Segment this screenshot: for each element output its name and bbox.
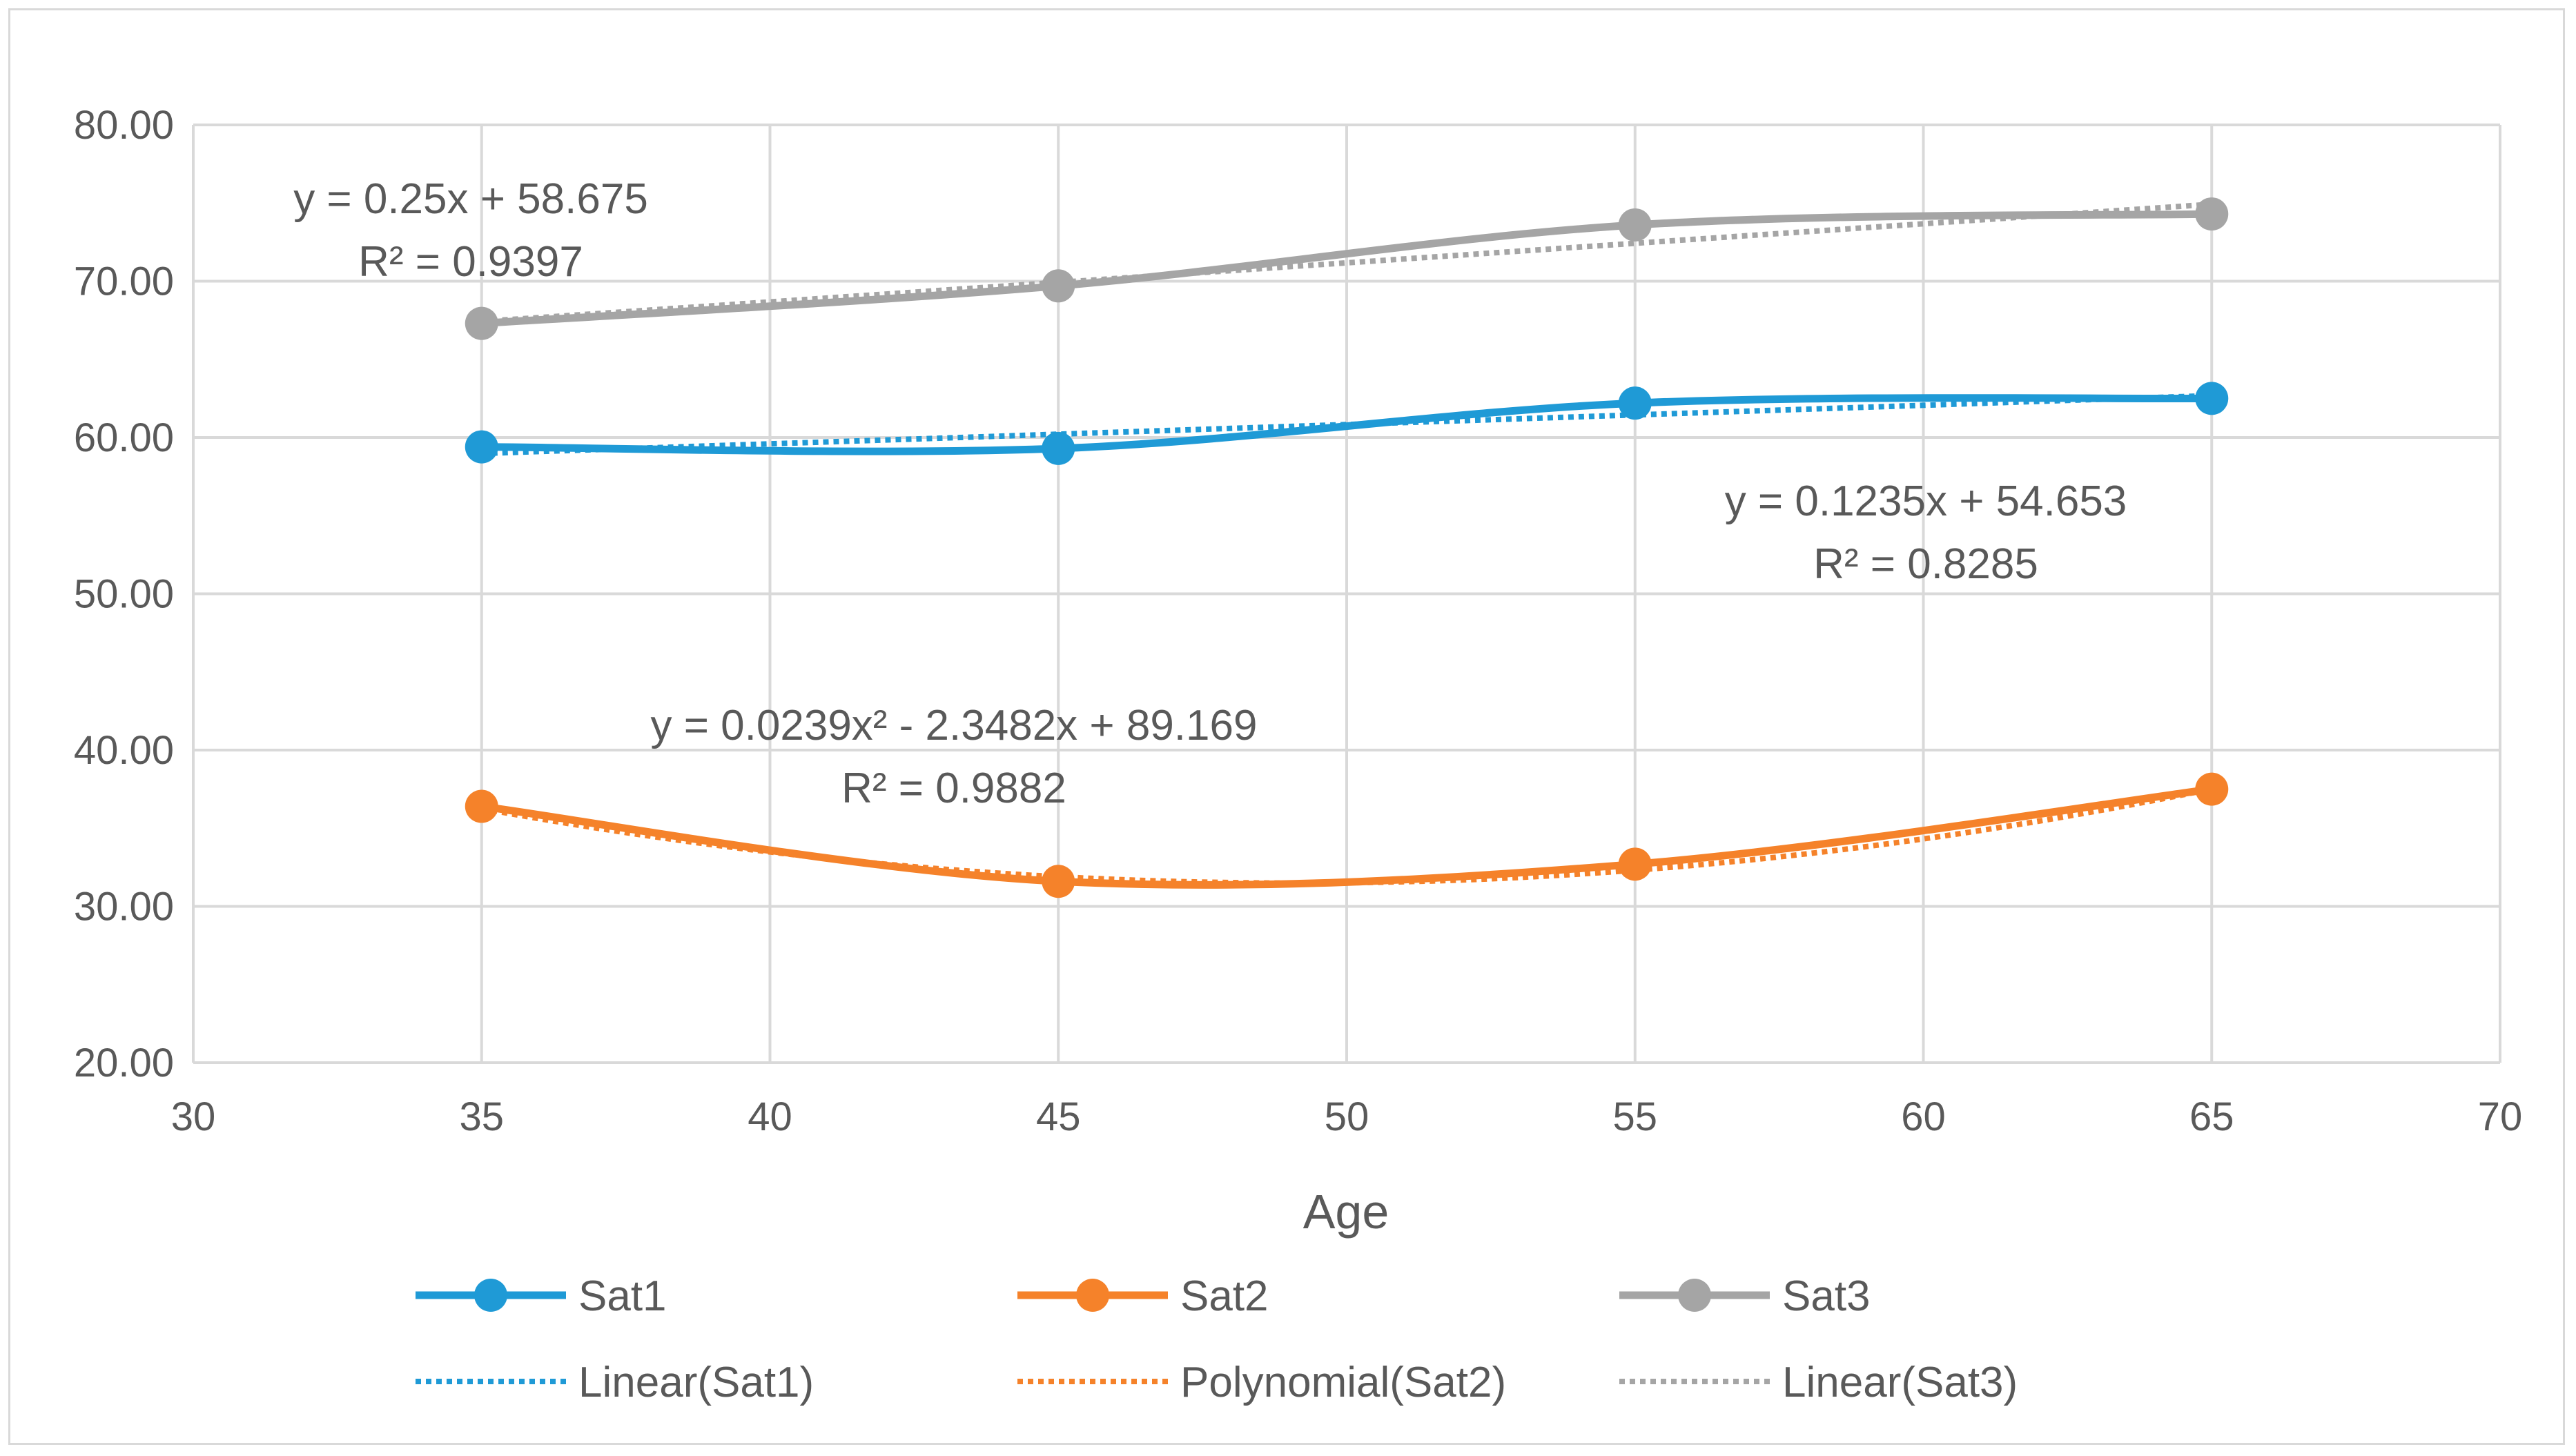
y-tick-label: 60.00: [74, 415, 174, 460]
legend-marker-sat2: [1076, 1279, 1109, 1312]
data-point-sat1: [1042, 431, 1075, 465]
series-layer: [478, 210, 2216, 889]
legend-label-linear-sat3: Linear(Sat3): [1782, 1359, 2018, 1406]
point-layer: [465, 197, 2229, 898]
legend-label-polynomial-sat2: Polynomial(Sat2): [1180, 1359, 1506, 1406]
data-point-sat2: [465, 789, 498, 823]
trendline-linear-sat1: [481, 393, 2212, 457]
x-tick-label: 45: [1036, 1094, 1081, 1139]
x-tick-label: 30: [171, 1094, 216, 1139]
legend-label-sat3: Sat3: [1782, 1272, 1871, 1320]
y-tick-label: 50.00: [74, 572, 174, 617]
series-line-sat1: [478, 394, 2216, 455]
legend-label-linear-sat1: Linear(Sat1): [578, 1359, 814, 1406]
data-point-sat2: [1618, 847, 1652, 881]
data-point-sat3: [2195, 197, 2229, 231]
sat3-trend-equation: y = 0.25x + 58.675: [293, 175, 648, 223]
y-tick-label: 30.00: [74, 885, 174, 929]
y-tick-label: 70.00: [74, 259, 174, 304]
x-tick-label: 65: [2189, 1094, 2234, 1139]
legend-label-sat1: Sat1: [578, 1272, 667, 1320]
legend-marker-sat3: [1678, 1279, 1711, 1312]
chart-frame: [8, 8, 2565, 1445]
data-point-sat2: [1042, 865, 1075, 898]
sat2-trend-equation: y = 0.0239x² - 2.3482x + 89.169: [651, 702, 1258, 749]
series-line-sat3: [478, 210, 2216, 328]
sat1-trend-equation: y = 0.1235x + 54.653: [1725, 478, 2127, 525]
x-tick-label: 60: [1901, 1094, 1946, 1139]
legend-marker-sat1: [474, 1279, 507, 1312]
axis-layer: 20.00 30.00 40.00 50.00 60.00 70.00 80.00 30 35 4…: [74, 103, 2522, 1139]
legend: Sat1 Sat2 Sat3 Linear(Sat1) Polynomial(S…: [416, 1272, 2018, 1406]
sat1-trend-r2: R² = 0.8285: [1813, 540, 2038, 588]
data-point-sat3: [1042, 269, 1075, 303]
sat2-trend-r2: R² = 0.9882: [841, 765, 1066, 812]
data-point-sat1: [2195, 382, 2229, 415]
x-tick-label: 70: [2478, 1094, 2523, 1139]
data-point-sat2: [2195, 772, 2229, 806]
series-line-sat2: [478, 785, 2216, 889]
y-tick-label: 40.00: [74, 728, 174, 773]
data-point-sat3: [465, 306, 498, 340]
x-tick-label: 50: [1325, 1094, 1369, 1139]
data-point-sat1: [1618, 386, 1652, 420]
y-tick-label: 80.00: [74, 103, 174, 148]
data-point-sat1: [465, 430, 498, 464]
x-tick-label: 55: [1612, 1094, 1657, 1139]
grid-layer: [192, 124, 2501, 1064]
x-tick-label: 40: [748, 1094, 792, 1139]
sat3-trend-r2: R² = 0.9397: [358, 238, 583, 286]
x-axis-title: Age: [1303, 1185, 1389, 1239]
legend-label-sat2: Sat2: [1180, 1272, 1269, 1320]
y-tick-label: 20.00: [74, 1041, 174, 1085]
x-tick-label: 35: [459, 1094, 504, 1139]
data-point-sat3: [1618, 208, 1652, 242]
